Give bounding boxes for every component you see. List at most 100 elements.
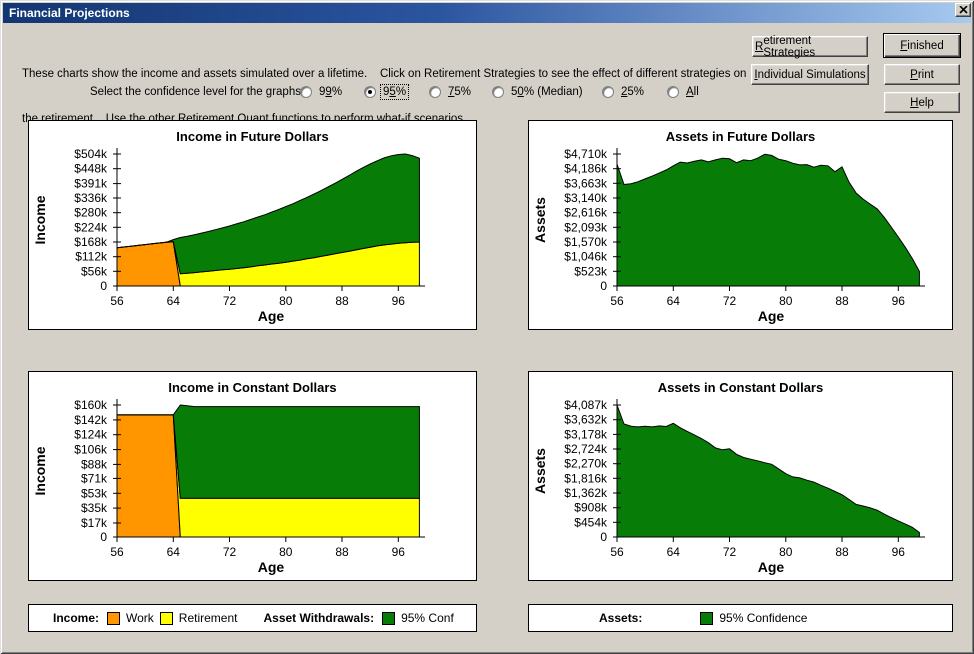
svg-text:$908k: $908k [574,501,608,515]
confidence-level-row: Select the confidence level for the grap… [0,83,974,101]
svg-text:$88k: $88k [81,457,108,471]
close-icon [958,6,968,14]
svg-text:0: 0 [600,279,607,293]
radio-label[interactable]: 50% (Median) [511,86,583,98]
assets-legend: Assets: 95% Confidence [528,604,953,632]
window-title: Financial Projections [9,6,130,20]
svg-text:$56k: $56k [81,264,108,278]
svg-text:72: 72 [223,294,237,308]
retirement-color-swatch [159,611,173,625]
svg-text:$2,724k: $2,724k [564,442,608,456]
radio-circle[interactable] [667,86,679,98]
svg-text:96: 96 [892,545,906,559]
svg-text:0: 0 [100,279,107,293]
svg-text:$1,362k: $1,362k [564,486,608,500]
radio-circle[interactable] [492,86,504,98]
radio-confidence-25[interactable]: 25% [602,84,646,100]
svg-text:$1,046k: $1,046k [564,250,608,264]
radio-confidence-50-median[interactable]: 50% (Median) [492,84,585,100]
svg-text:$53k: $53k [81,486,108,500]
svg-text:$280k: $280k [74,206,108,220]
svg-text:$2,093k: $2,093k [564,220,608,234]
radio-confidence-75[interactable]: 75% [429,84,473,100]
svg-text:$106k: $106k [74,443,108,457]
svg-text:$112k: $112k [75,250,108,264]
svg-text:$336k: $336k [74,191,108,205]
svg-text:$3,140k: $3,140k [564,191,608,205]
svg-text:96: 96 [892,294,906,308]
svg-text:$168k: $168k [74,235,108,249]
svg-text:64: 64 [667,545,681,559]
svg-text:56: 56 [610,545,624,559]
radio-confidence-all[interactable]: All [667,84,701,100]
svg-text:$124k: $124k [74,428,108,442]
assets-conf-label: 95% Confidence [719,611,808,625]
svg-text:$142k: $142k [74,413,108,427]
withdrawals-conf-label: 95% Conf [401,611,454,625]
svg-text:$391k: $391k [74,177,108,191]
svg-text:Age: Age [758,559,785,575]
assets-legend-title: Assets: [599,611,643,625]
svg-text:88: 88 [335,545,349,559]
svg-text:Income in Constant Dollars: Income in Constant Dollars [168,380,336,395]
svg-text:64: 64 [667,294,681,308]
svg-text:72: 72 [723,545,737,559]
radio-confidence-99[interactable]: 99% [300,84,344,100]
chart-income-constant-dollars: 0 $17k $35k $53k $71k $88k $106k $124k $142k $160… [28,371,477,581]
svg-text:$71k: $71k [81,471,108,485]
radio-circle[interactable] [364,86,376,98]
assets-color-swatch [700,611,714,625]
radio-label[interactable]: All [686,86,699,98]
svg-text:Age: Age [758,308,785,324]
radio-label[interactable]: 75% [448,86,472,98]
svg-text:$17k: $17k [81,516,108,530]
svg-text:56: 56 [110,545,124,559]
chart-income-future-dollars: 0 $56k $112k $168k $224k $280k $336k $391k $448k… [28,120,477,330]
assets-future-plot: 0$523k$1,046k$1,570k$2,093k$2,616k$3,140… [532,129,925,324]
income-future-plot: 0$56k$112k$168k$224k$280k$336k$391k$448k… [32,129,425,324]
svg-text:88: 88 [335,294,349,308]
radio-label[interactable]: 95% [379,84,410,100]
work-label: Work [126,611,154,625]
svg-text:80: 80 [779,545,793,559]
svg-text:$3,663k: $3,663k [564,176,608,190]
confidence-level-label: Select the confidence level for the grap… [90,86,301,98]
radio-confidence-95[interactable]: 95% [364,84,410,100]
legend-item-withdrawals: 95% Conf [382,611,454,625]
radio-label[interactable]: 99% [319,86,343,98]
radio-circle[interactable] [429,86,441,98]
svg-text:$1,816k: $1,816k [564,471,608,485]
svg-text:$3,178k: $3,178k [564,427,608,441]
svg-text:Assets: Assets [532,197,548,243]
svg-text:$4,087k: $4,087k [564,398,608,412]
radio-circle[interactable] [300,86,312,98]
svg-text:88: 88 [835,545,849,559]
svg-text:0: 0 [600,530,607,544]
chart-assets-constant-dollars: 0 $454k $908k $1,362k $1,816k $2,270k $2,724k $… [528,371,953,581]
svg-text:72: 72 [223,545,237,559]
svg-text:$35k: $35k [81,501,108,515]
svg-text:56: 56 [610,294,624,308]
svg-text:$504k: $504k [74,147,108,161]
svg-text:Age: Age [258,308,285,324]
svg-text:Age: Age [258,559,285,575]
radio-label[interactable]: 25% [621,86,645,98]
svg-text:0: 0 [100,530,107,544]
svg-text:$454k: $454k [574,515,608,529]
income-constant-plot: 0$17k$35k$53k$71k$88k$106k$124k$142k$160… [32,380,425,575]
svg-text:$3,632k: $3,632k [564,413,608,427]
asset-withdrawals-legend-title: Asset Withdrawals: [263,611,375,625]
close-button[interactable] [955,3,971,17]
retirement-label: Retirement [178,611,238,625]
svg-text:96: 96 [392,294,406,308]
instructions-line-1: These charts show the income and assets … [22,68,747,80]
svg-text:88: 88 [835,294,849,308]
radio-circle[interactable] [602,86,614,98]
income-legend-title: Income: [53,611,100,625]
